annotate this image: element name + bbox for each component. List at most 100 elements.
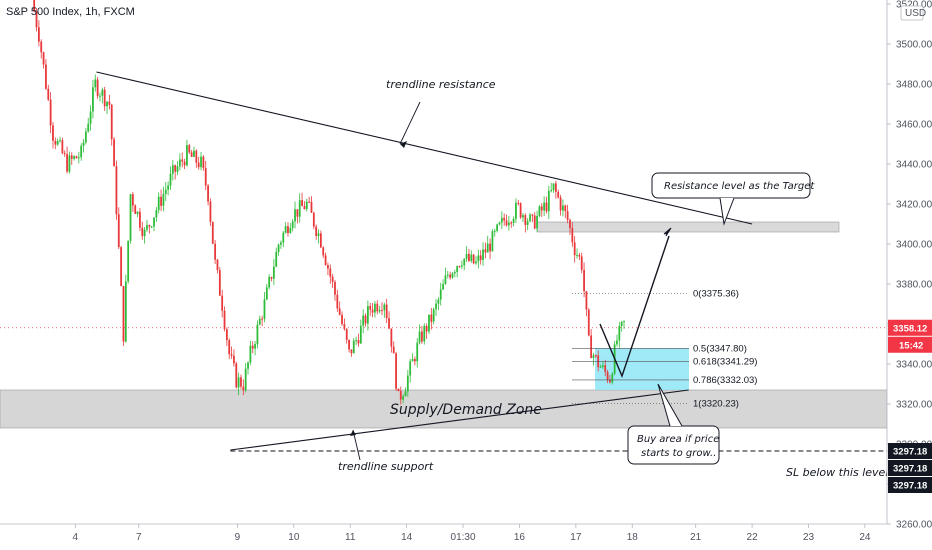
trendline-support — [230, 389, 689, 451]
candle-body — [472, 254, 475, 264]
candle-body — [120, 247, 123, 287]
candle-body — [82, 142, 85, 146]
candle-body — [529, 214, 531, 222]
candle-body — [402, 396, 405, 400]
candle-body — [49, 99, 52, 126]
candle-body — [486, 243, 489, 253]
candle-body — [87, 123, 90, 132]
candle-body — [517, 202, 520, 204]
candle-body — [294, 209, 296, 222]
candle-body — [258, 318, 261, 325]
candle-body — [275, 251, 278, 267]
candle-body — [423, 325, 426, 342]
candle-body — [261, 318, 264, 320]
fib-label: 0.5(3347.80) — [693, 343, 747, 354]
candles-layer — [33, 0, 625, 405]
fib-label: 0(3375.36) — [693, 288, 739, 299]
candle-body — [287, 226, 289, 233]
candle-body — [507, 222, 510, 226]
target-callout-text: Resistance level as the Target — [664, 181, 815, 192]
candle-body — [510, 222, 513, 224]
candle-body — [249, 345, 252, 363]
candle-body — [616, 340, 618, 345]
sl-price-badge — [888, 460, 932, 476]
sl-price-value: 3297.18 — [893, 464, 927, 475]
candle-body — [277, 244, 280, 252]
candle-body — [315, 226, 318, 236]
sl-price-value: 3297.18 — [893, 447, 927, 458]
candle-body — [73, 156, 76, 159]
candle-body — [357, 340, 360, 344]
candle-body — [425, 325, 428, 332]
projection-arrowhead — [663, 227, 672, 237]
candle-body — [599, 366, 602, 368]
candle-body — [451, 273, 454, 278]
candle-body — [576, 255, 578, 257]
candle-body — [463, 258, 466, 266]
candle-body — [477, 255, 480, 262]
zone-resistance — [536, 221, 840, 233]
candle-body — [52, 125, 54, 141]
candle-body — [240, 377, 242, 387]
candle-body — [562, 205, 564, 211]
candle-body — [531, 214, 534, 216]
candle-body — [465, 253, 468, 259]
candle-body — [146, 225, 148, 230]
candle-body — [150, 226, 153, 228]
candle-body — [383, 304, 386, 311]
candle-body — [327, 264, 329, 269]
candle-body — [468, 253, 470, 261]
candle-body — [122, 286, 125, 342]
candle-body — [256, 324, 259, 345]
candle-body — [545, 202, 548, 212]
price-tick-label: 3340.00 — [896, 360, 932, 371]
candle-body — [554, 183, 557, 192]
candle-body — [270, 277, 273, 279]
price-tick-label: 3460.00 — [896, 120, 932, 131]
candle-body — [153, 217, 155, 227]
candle-body — [110, 104, 113, 140]
time-tick-label: 14 — [401, 532, 413, 543]
time-axis[interactable]: 4 7 9 10 11 14 01:30 16 17 18 21 22 23 24 — [0, 523, 887, 543]
candle-body — [113, 139, 115, 167]
candle-body — [101, 89, 104, 96]
candle-body — [374, 303, 376, 313]
sl-price-value: 3297.18 — [893, 481, 927, 492]
candle-body — [214, 243, 217, 260]
candle-body — [200, 156, 202, 168]
candle-body — [193, 150, 195, 157]
candle-body — [272, 266, 275, 279]
candle-body — [411, 359, 414, 362]
last-price-badge — [888, 319, 932, 336]
candle-body — [601, 365, 604, 367]
candle-body — [131, 194, 134, 206]
candle-body — [195, 150, 198, 163]
candle-body — [35, 11, 38, 28]
candle-body — [155, 210, 158, 218]
time-tick-label: 01:30 — [451, 532, 476, 543]
zone-buy-area — [595, 348, 689, 390]
candle-body — [171, 165, 174, 174]
candle-body — [322, 247, 325, 256]
candle-body — [139, 211, 141, 228]
projection-path — [599, 235, 670, 378]
trendline-resistance — [96, 71, 753, 225]
candle-body — [197, 162, 200, 168]
candle-body — [37, 27, 40, 42]
sl-note: SL below this level — [786, 466, 888, 479]
candle-body — [435, 303, 437, 310]
candle-body — [620, 321, 623, 326]
candle-body — [188, 145, 191, 153]
candle-body — [329, 268, 332, 277]
resistance-pointer-arrow — [399, 101, 421, 145]
candle-body — [578, 255, 581, 257]
candle-body — [338, 308, 341, 315]
sl-price-badge — [888, 443, 932, 459]
candle-body — [235, 363, 238, 388]
candle-body — [470, 254, 473, 261]
candle-body — [456, 266, 459, 272]
currency-box — [900, 5, 924, 21]
trendline-resistance-label: trendline resistance — [386, 78, 496, 91]
candle-body — [312, 212, 315, 227]
